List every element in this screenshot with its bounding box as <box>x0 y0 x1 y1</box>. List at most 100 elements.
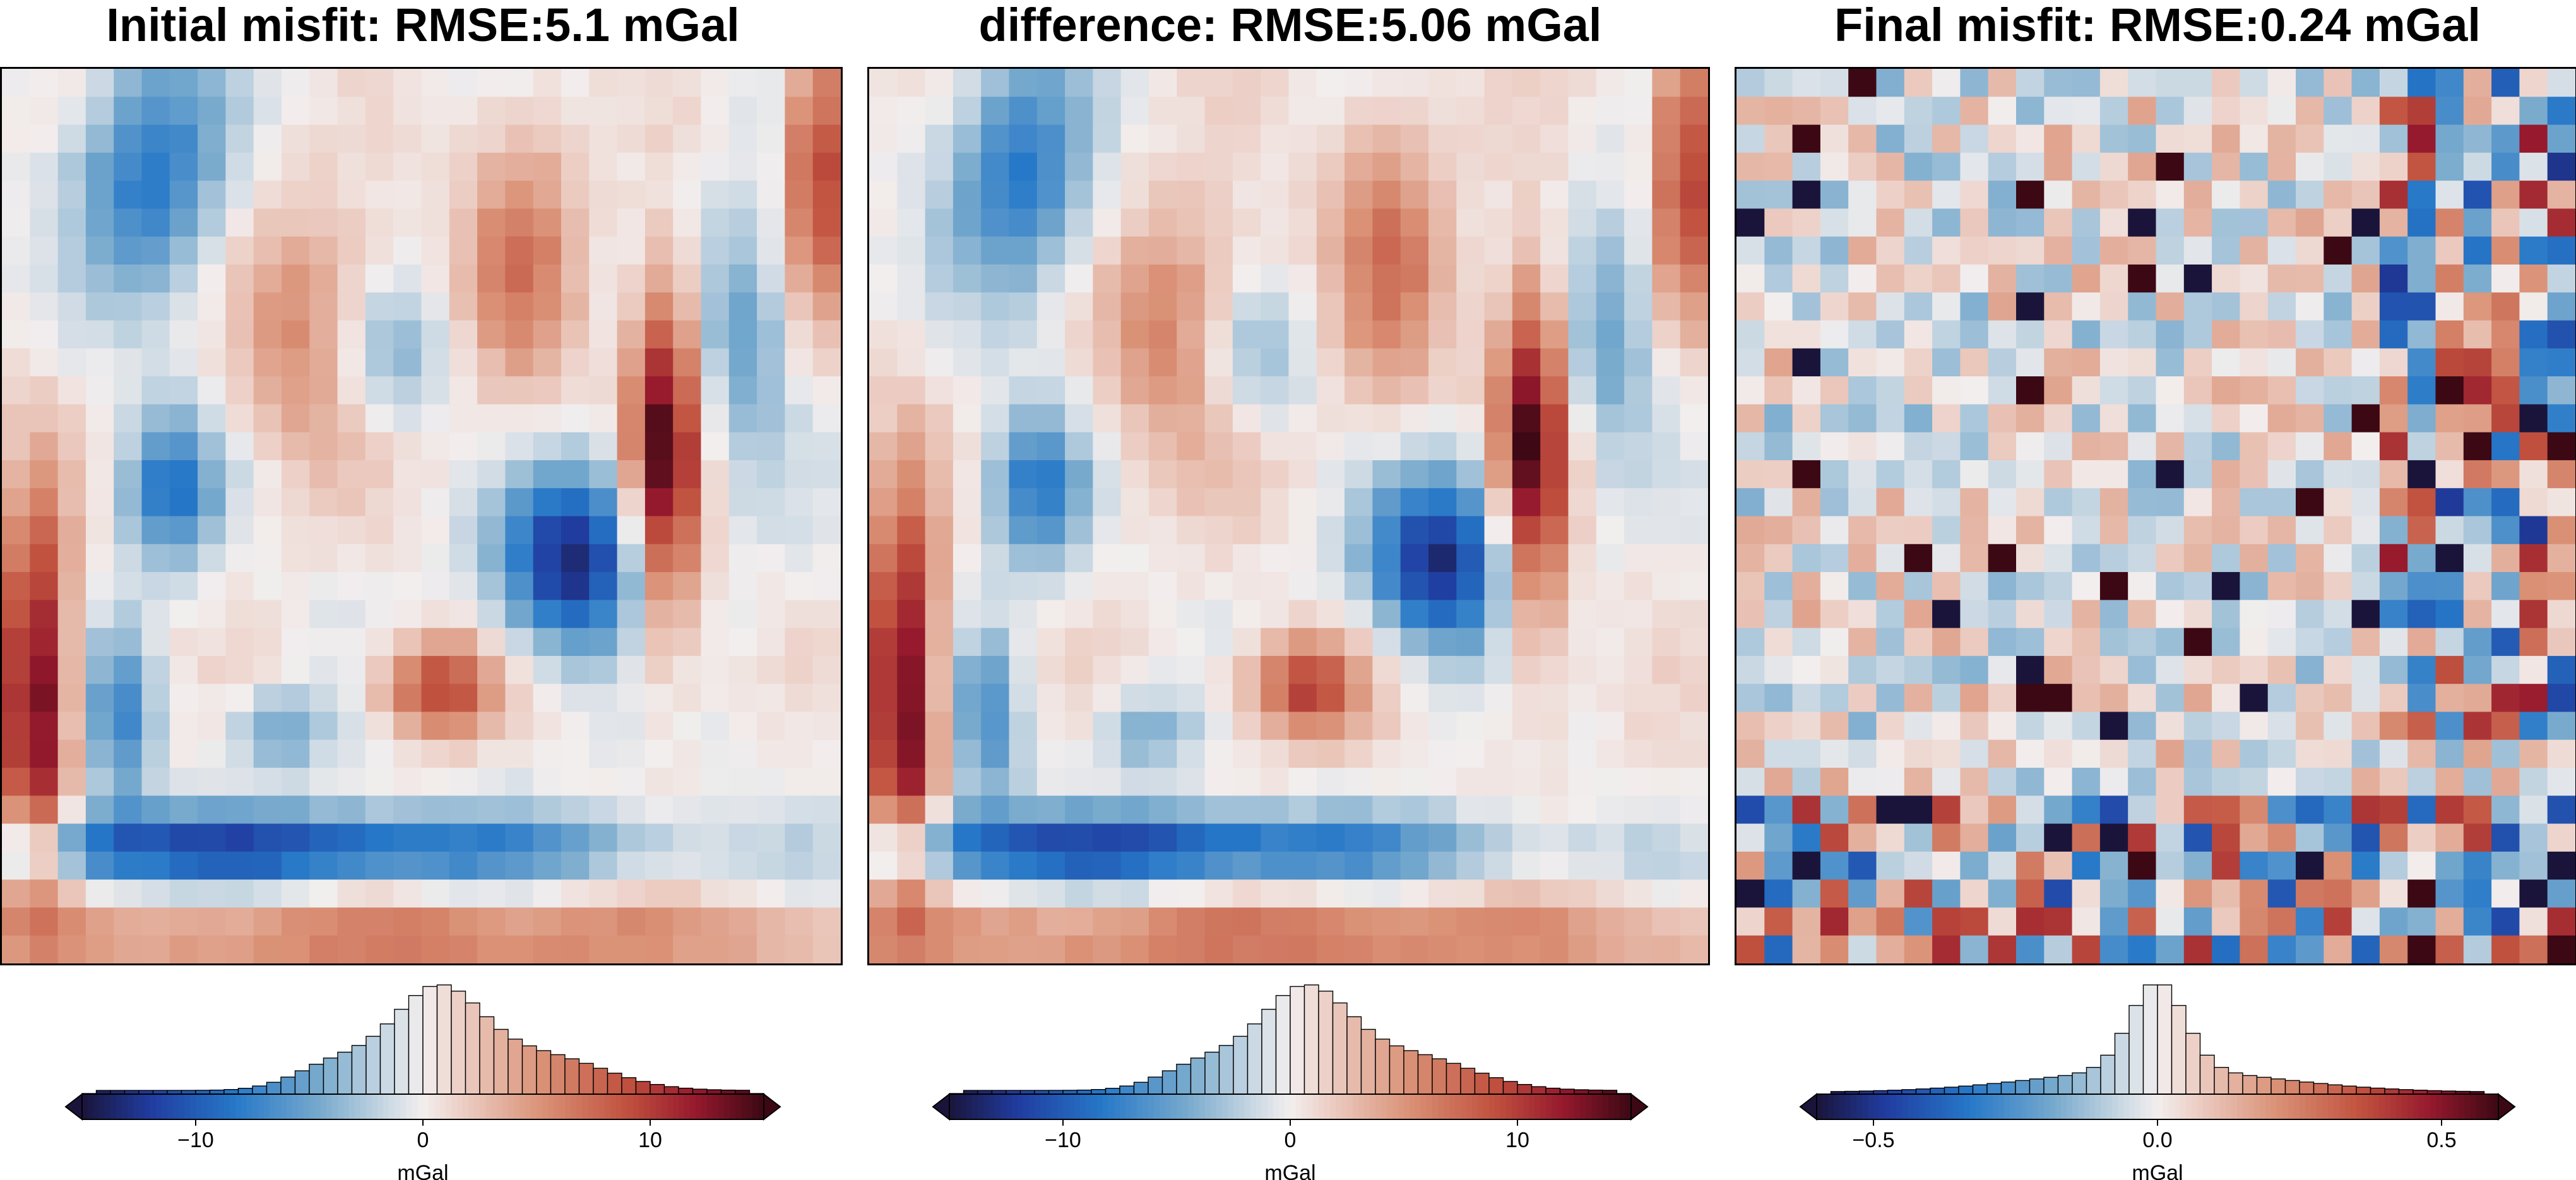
heatmap-cell <box>198 796 226 825</box>
heatmap-cell <box>2407 348 2437 377</box>
heatmap-cell <box>1372 348 1401 377</box>
heatmap-cell <box>925 600 954 629</box>
heatmap-cell <box>1904 208 1933 237</box>
heatmap-cell <box>1876 823 1905 852</box>
heatmap-cell <box>728 236 757 265</box>
heatmap-cell <box>2547 544 2575 573</box>
heatmap-cell <box>2519 572 2548 600</box>
heatmap-cell <box>1764 655 1793 684</box>
heatmap-cell <box>1848 264 1877 293</box>
heatmap-cell <box>2267 712 2296 741</box>
heatmap-cell <box>1372 796 1401 825</box>
heatmap-cell <box>1065 684 1093 713</box>
heatmap-cell <box>589 376 618 405</box>
heatmap-cell <box>365 600 394 629</box>
colorbar-segment <box>230 1094 236 1119</box>
heatmap-cell <box>1232 292 1261 321</box>
heatmap-cell <box>309 851 338 880</box>
heatmap-cell <box>2240 628 2269 657</box>
heatmap-cell <box>393 823 422 852</box>
heatmap-cell <box>617 907 646 936</box>
heatmap-cell <box>2240 236 2269 265</box>
heatmap-cell <box>2128 181 2157 210</box>
heatmap-cell <box>1764 684 1793 713</box>
heatmap-cell <box>1009 823 1038 852</box>
heatmap-cell <box>1232 628 1261 657</box>
heatmap-cell <box>2212 181 2240 210</box>
heatmap-cell <box>2099 823 2128 852</box>
heatmap-cell <box>981 907 1010 936</box>
heatmap-cell <box>1876 376 1905 405</box>
heatmap-cell <box>1596 432 1625 461</box>
heatmap-cell <box>2267 907 2296 936</box>
heatmap-cell <box>2379 460 2408 489</box>
histogram-bar <box>2327 1084 2343 1095</box>
heatmap-cell <box>1764 712 1793 741</box>
heatmap-cell <box>1149 460 1177 489</box>
heatmap-cell <box>2183 69 2212 97</box>
colorbar-segment <box>1279 1094 1285 1119</box>
heatmap-cell <box>1177 628 1206 657</box>
heatmap-cell <box>1568 544 1597 573</box>
heatmap-cell <box>114 823 143 852</box>
heatmap-cell <box>1568 320 1597 349</box>
heatmap-cell <box>1093 264 1122 293</box>
heatmap-cell <box>1624 823 1653 852</box>
heatmap-cell <box>2407 124 2437 153</box>
heatmap-cell <box>1372 572 1401 600</box>
heatmap-cell <box>449 516 478 545</box>
heatmap-cell <box>1512 348 1541 377</box>
colorbar-segment <box>150 1094 157 1119</box>
heatmap-cell <box>2267 823 2296 852</box>
heatmap-cell <box>2379 600 2408 629</box>
heatmap-cell <box>85 152 114 181</box>
heatmap-cell <box>2547 181 2575 210</box>
heatmap-cell <box>1261 655 1290 684</box>
heatmap-cell <box>2491 460 2520 489</box>
heatmap-cell <box>85 208 114 237</box>
colorbar-segment <box>741 1094 747 1119</box>
heatmap-cell <box>2351 208 2380 237</box>
heatmap-cell <box>30 124 59 153</box>
heatmap-cell <box>1120 376 1149 405</box>
heatmap-cell <box>309 124 338 153</box>
heatmap-cell <box>1932 488 1961 517</box>
heatmap-cell <box>1093 320 1122 349</box>
heatmap-cell <box>2463 432 2492 461</box>
colorbar-tick-label: 0.0 <box>2142 1128 2172 1152</box>
heatmap-cell <box>1204 69 1233 97</box>
colorbar-segment <box>593 1094 600 1119</box>
heatmap-cell <box>561 236 590 265</box>
heatmap-cell <box>1680 97 1708 126</box>
heatmap-cell <box>1792 97 1821 126</box>
heatmap-cell <box>1288 97 1317 126</box>
colorbar-segment <box>1822 1094 1829 1119</box>
heatmap-cell <box>1177 432 1206 461</box>
colorbar-segment <box>474 1094 480 1119</box>
heatmap-cell <box>282 655 310 684</box>
heatmap-cell <box>1512 264 1541 293</box>
heatmap-cell <box>253 348 282 377</box>
heatmap-cell <box>2240 152 2269 181</box>
heatmap-cell <box>925 264 954 293</box>
heatmap-cell <box>757 739 785 768</box>
heatmap-cell <box>1232 404 1261 433</box>
heatmap-cell <box>2 739 30 768</box>
heatmap-cell <box>1820 516 1849 545</box>
heatmap-cell <box>505 432 534 461</box>
heatmap-cell <box>85 544 114 573</box>
heatmap-cell <box>1568 628 1597 657</box>
heatmap-cell <box>477 488 506 517</box>
heatmap-cell <box>2491 488 2520 517</box>
heatmap-cell <box>1372 768 1401 796</box>
heatmap-cell <box>2407 460 2437 489</box>
colorbar-segment <box>133 1094 139 1119</box>
heatmap-cell <box>1484 655 1513 684</box>
heatmap-cell <box>673 851 702 880</box>
heatmap-cell <box>114 655 143 684</box>
heatmap-cell <box>141 97 170 126</box>
heatmap-cell <box>1036 69 1065 97</box>
colorbar-segment <box>2345 1094 2351 1119</box>
heatmap-cell <box>1177 376 1206 405</box>
heatmap-cell <box>2407 796 2437 825</box>
